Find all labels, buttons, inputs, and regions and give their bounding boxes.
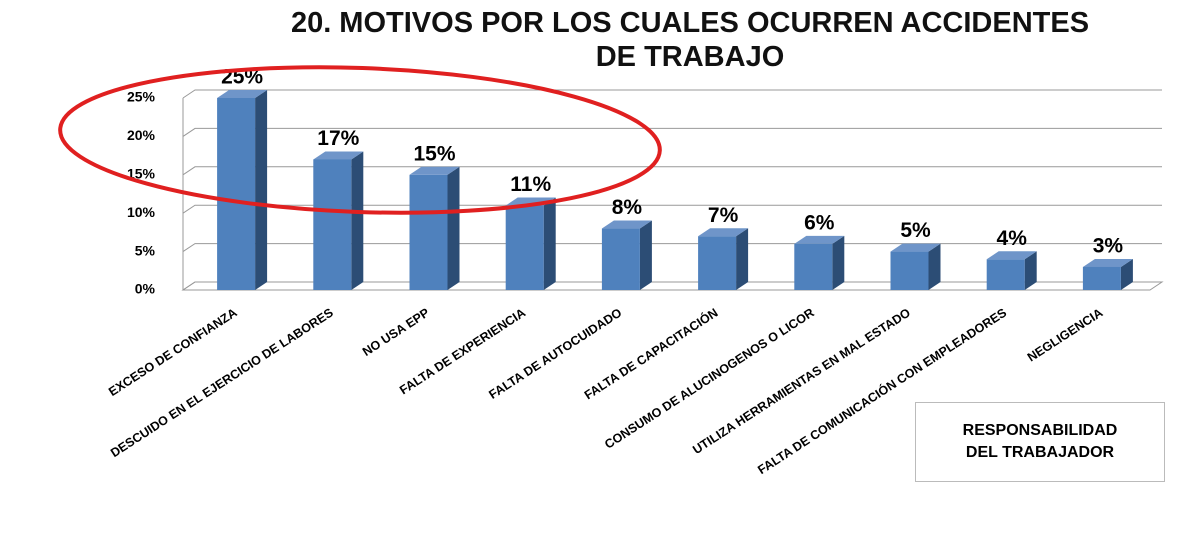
- bar-front: [698, 236, 737, 290]
- x-tick-label: NO USA EPP: [360, 306, 432, 359]
- y-tick-label: 10%: [127, 204, 156, 220]
- grid-line: [182, 127, 1162, 137]
- highlight-ellipse: [58, 65, 662, 215]
- x-tick-label: CONSUMO DE ALUCINOGENOS O LICOR: [602, 306, 817, 452]
- y-tick-label: 15%: [127, 166, 156, 182]
- bar: [986, 251, 1037, 290]
- data-label: 17%: [317, 127, 359, 150]
- legend-entry: RESPONSABILIDAD DEL TRABAJADOR: [915, 402, 1165, 482]
- bar-front: [505, 205, 544, 290]
- bar-front: [890, 251, 929, 290]
- grid-line: [182, 204, 1162, 214]
- y-tick-label: 0%: [135, 281, 156, 297]
- bar-front: [1082, 266, 1121, 290]
- y-tick-label: 20%: [127, 127, 156, 143]
- bar: [409, 166, 460, 290]
- bar-top: [1082, 258, 1133, 267]
- bar-top: [409, 166, 460, 175]
- bar-side: [1120, 258, 1133, 290]
- bar-front: [794, 243, 833, 290]
- x-tick-label: NEGLIGENCIA: [1025, 306, 1105, 365]
- data-label: 11%: [510, 173, 551, 196]
- bar-top: [890, 243, 941, 252]
- bar-side: [543, 197, 556, 290]
- bar-front: [409, 174, 448, 290]
- data-label: 15%: [413, 142, 455, 165]
- bar-top: [986, 251, 1037, 260]
- data-label: 3%: [1093, 235, 1124, 258]
- bar-side: [255, 90, 268, 290]
- bar-top: [794, 235, 845, 244]
- chart-title: 20. MOTIVOS POR LOS CUALES OCURREN ACCID…: [290, 7, 1090, 73]
- bar: [601, 220, 652, 290]
- bar-side: [639, 220, 652, 290]
- grid-line: [182, 89, 1162, 99]
- bar: [505, 197, 556, 290]
- data-label: 5%: [900, 219, 931, 242]
- bar-front: [217, 98, 256, 290]
- bar-top: [601, 220, 652, 229]
- x-tick-label: DESCUIDO EN EL EJERCICIO DE LABORES: [108, 306, 336, 461]
- data-label: 4%: [997, 227, 1028, 250]
- y-tick-label: 5%: [135, 242, 156, 258]
- bar: [217, 90, 268, 290]
- bar-side: [928, 243, 941, 290]
- bar-front: [601, 228, 640, 290]
- bar-side: [736, 228, 749, 290]
- y-tick-label: 25%: [127, 89, 156, 105]
- bar-side: [1024, 251, 1037, 290]
- bar-top: [698, 228, 749, 237]
- bar: [313, 151, 364, 290]
- bar: [890, 243, 941, 290]
- bar-top: [217, 90, 268, 98]
- bar-top: [313, 151, 364, 160]
- data-label: 6%: [804, 211, 835, 234]
- bar-side: [351, 151, 364, 290]
- bar-front: [986, 259, 1025, 290]
- grid-line: [182, 166, 1162, 176]
- data-label: 8%: [612, 196, 643, 219]
- bar-side: [447, 166, 460, 290]
- bar: [794, 235, 845, 290]
- bar-front: [313, 159, 352, 290]
- bar-side: [832, 235, 845, 290]
- data-label: 7%: [708, 204, 739, 227]
- bar: [698, 228, 749, 290]
- bar: [1082, 258, 1133, 290]
